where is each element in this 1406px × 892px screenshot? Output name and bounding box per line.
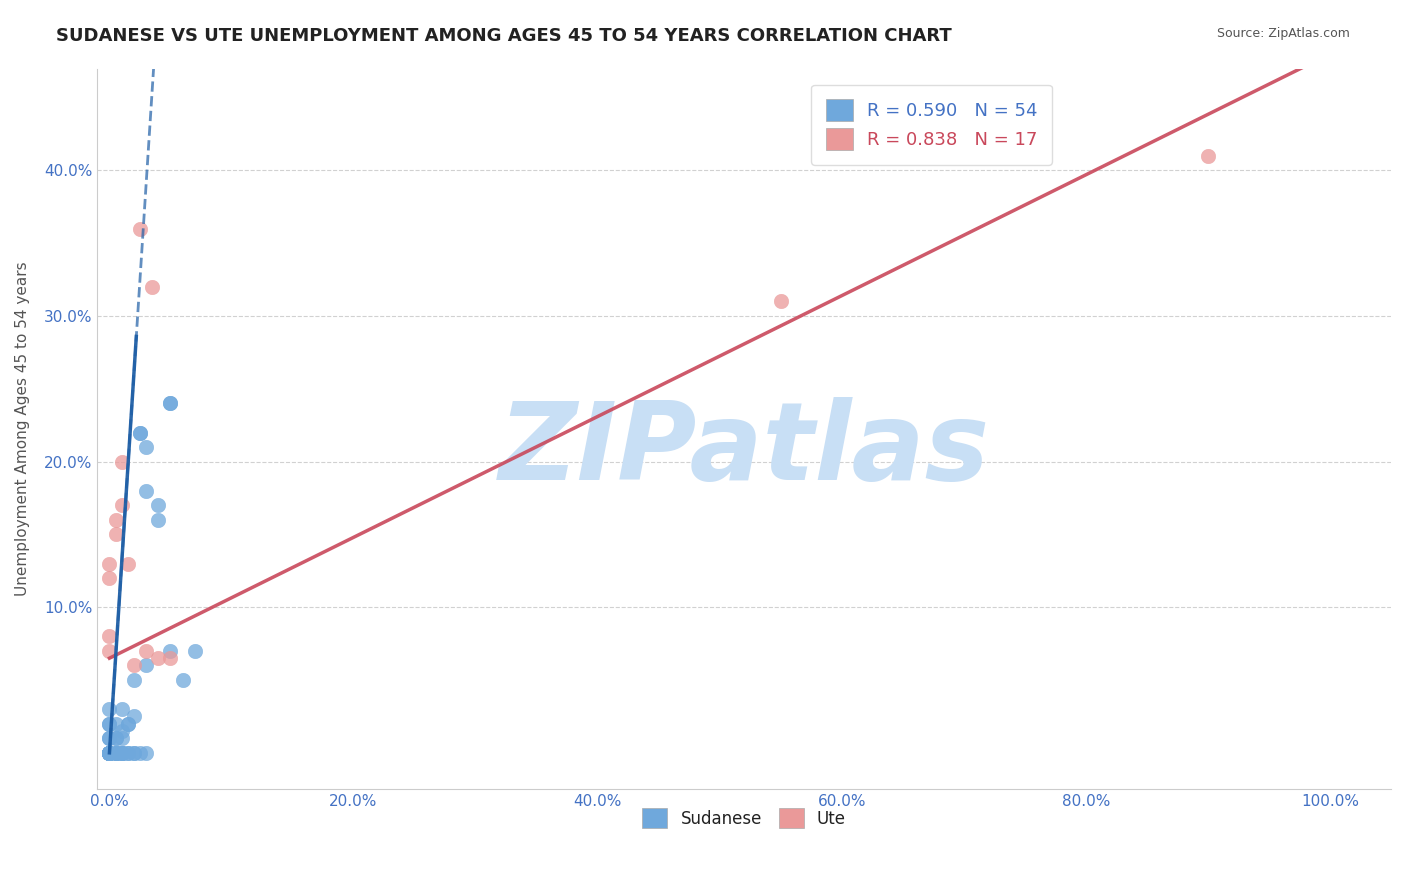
- Text: Source: ZipAtlas.com: Source: ZipAtlas.com: [1216, 27, 1350, 40]
- Point: [117, 716, 139, 731]
- Point: [104, 513, 127, 527]
- Point: [111, 455, 134, 469]
- Point: [98, 746, 121, 760]
- Text: SUDANESE VS UTE UNEMPLOYMENT AMONG AGES 45 TO 54 YEARS CORRELATION CHART: SUDANESE VS UTE UNEMPLOYMENT AMONG AGES …: [56, 27, 952, 45]
- Point: [122, 658, 145, 673]
- Point: [98, 746, 121, 760]
- Point: [104, 731, 127, 746]
- Point: [172, 673, 194, 687]
- Point: [1197, 149, 1219, 163]
- Point: [111, 746, 134, 760]
- Point: [111, 746, 134, 760]
- Point: [159, 651, 181, 665]
- Point: [98, 557, 121, 571]
- Point: [98, 746, 121, 760]
- Point: [117, 746, 139, 760]
- Point: [117, 746, 139, 760]
- Point: [111, 731, 134, 746]
- Y-axis label: Unemployment Among Ages 45 to 54 years: Unemployment Among Ages 45 to 54 years: [15, 261, 30, 596]
- Point: [98, 746, 121, 760]
- Point: [129, 425, 152, 440]
- Point: [159, 396, 181, 410]
- Point: [111, 702, 134, 716]
- Point: [104, 746, 127, 760]
- Point: [98, 731, 121, 746]
- Point: [141, 280, 163, 294]
- Point: [98, 629, 121, 643]
- Point: [122, 746, 145, 760]
- Point: [98, 746, 121, 760]
- Point: [122, 673, 145, 687]
- Point: [104, 746, 127, 760]
- Point: [135, 440, 157, 454]
- Point: [104, 746, 127, 760]
- Point: [98, 716, 121, 731]
- Point: [129, 425, 152, 440]
- Point: [148, 513, 170, 527]
- Point: [135, 644, 157, 658]
- Point: [98, 746, 121, 760]
- Point: [98, 716, 121, 731]
- Point: [184, 644, 207, 658]
- Point: [98, 746, 121, 760]
- Point: [98, 571, 121, 585]
- Point: [111, 746, 134, 760]
- Point: [98, 644, 121, 658]
- Point: [111, 746, 134, 760]
- Point: [104, 746, 127, 760]
- Point: [148, 651, 170, 665]
- Point: [148, 498, 170, 512]
- Point: [129, 221, 152, 235]
- Point: [159, 396, 181, 410]
- Legend: Sudanese, Ute: Sudanese, Ute: [636, 801, 852, 835]
- Point: [98, 746, 121, 760]
- Point: [98, 731, 121, 746]
- Point: [159, 644, 181, 658]
- Point: [135, 746, 157, 760]
- Point: [98, 746, 121, 760]
- Point: [135, 483, 157, 498]
- Point: [98, 702, 121, 716]
- Point: [117, 716, 139, 731]
- Point: [104, 731, 127, 746]
- Text: ZIPatlas: ZIPatlas: [499, 398, 990, 503]
- Point: [104, 716, 127, 731]
- Point: [98, 746, 121, 760]
- Point: [111, 723, 134, 738]
- Point: [122, 709, 145, 723]
- Point: [98, 746, 121, 760]
- Point: [117, 557, 139, 571]
- Point: [104, 527, 127, 541]
- Point: [122, 746, 145, 760]
- Point: [135, 658, 157, 673]
- Point: [98, 746, 121, 760]
- Point: [104, 746, 127, 760]
- Point: [111, 498, 134, 512]
- Point: [769, 294, 792, 309]
- Point: [129, 746, 152, 760]
